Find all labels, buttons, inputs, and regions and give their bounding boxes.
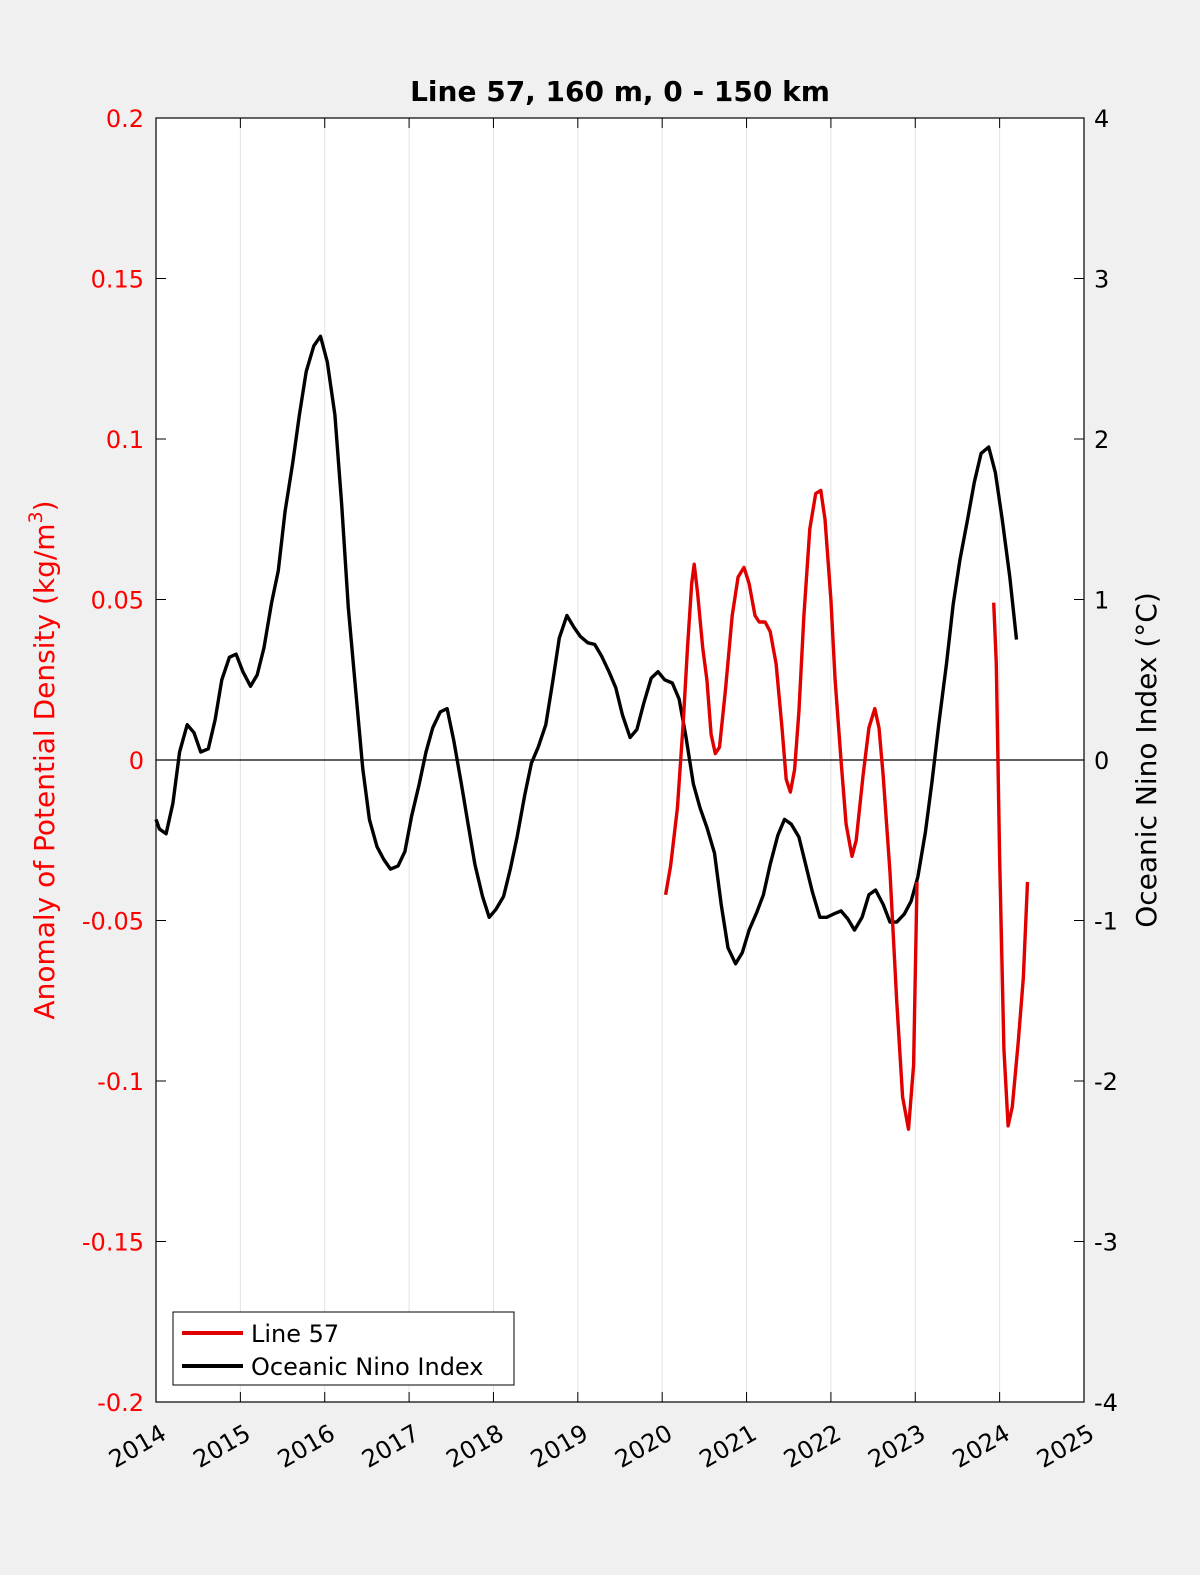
y-left-tick-label: 0.05 — [91, 587, 144, 615]
chart-title: Line 57, 160 m, 0 - 150 km — [410, 75, 830, 108]
y-axis-left-label-sup: 3 — [25, 511, 47, 523]
series-oceanic-nino-index-line — [154, 334, 1019, 966]
y-left-tick-label: 0.1 — [106, 426, 144, 454]
legend: Line 57 Oceanic Nino Index — [172, 1311, 515, 1386]
x-tick-label: 2015 — [188, 1419, 255, 1474]
x-tick-label: 2022 — [779, 1419, 846, 1474]
series-line57-segment — [992, 602, 1030, 1128]
y-right-tick-label: 1 — [1094, 587, 1109, 615]
y-right-tick-label: 4 — [1094, 105, 1109, 133]
y-axis-left-label-suffix: ) — [28, 500, 61, 511]
y-left-tick-label: -0.2 — [97, 1389, 144, 1417]
y-left-tick-label: -0.15 — [82, 1229, 144, 1257]
y-left-tick-label: 0 — [129, 747, 144, 775]
legend-label-line57: Line 57 — [251, 1320, 339, 1348]
x-tick-label: 2021 — [695, 1419, 762, 1474]
x-tick-label: 2023 — [863, 1419, 930, 1474]
y-axis-left-label: Anomaly of Potential Density (kg/m3) — [25, 500, 61, 1019]
y-left-tick-label: 0.2 — [106, 105, 144, 133]
x-tick-label: 2014 — [104, 1419, 171, 1474]
x-tick-label: 2024 — [948, 1419, 1015, 1474]
y-right-tick-label: 3 — [1094, 266, 1109, 294]
x-tick-label: 2018 — [442, 1419, 509, 1474]
y-right-tick-label: -2 — [1094, 1068, 1118, 1096]
legend-box — [172, 1311, 515, 1386]
y-axis-left-label-prefix: Anomaly of Potential Density (kg/m — [28, 523, 61, 1019]
y-left-tick-label: -0.1 — [97, 1068, 144, 1096]
x-tick-label: 2017 — [357, 1419, 424, 1474]
y-axis-right-label: Oceanic Nino Index (°C) — [1130, 592, 1163, 928]
x-tick-label: 2020 — [610, 1419, 677, 1474]
y-right-tick-label: 0 — [1094, 747, 1109, 775]
x-tick-label: 2019 — [526, 1419, 593, 1474]
series-line57-segment — [663, 488, 919, 1131]
y-right-tick-label: 2 — [1094, 426, 1109, 454]
y-left-tick-label: -0.05 — [82, 908, 144, 936]
y-right-tick-label: -3 — [1094, 1229, 1118, 1257]
series-layer — [154, 334, 1030, 1131]
y-right-tick-label: -1 — [1094, 908, 1118, 936]
y-left-tick-label: 0.15 — [91, 266, 144, 294]
legend-label-oni: Oceanic Nino Index — [251, 1353, 483, 1381]
x-tick-label: 2025 — [1032, 1419, 1099, 1474]
y-right-tick-label: -4 — [1094, 1389, 1118, 1417]
x-tick-label: 2016 — [273, 1419, 340, 1474]
